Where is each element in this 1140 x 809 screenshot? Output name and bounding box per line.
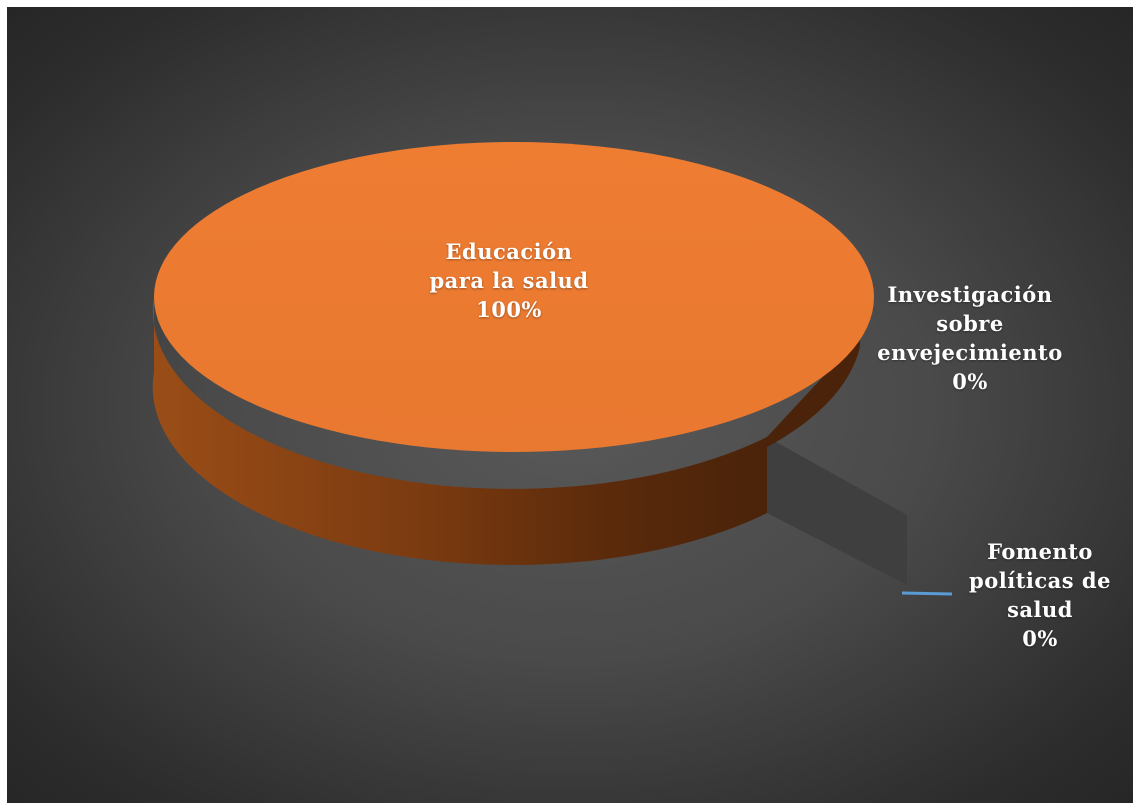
label-line: sobre (936, 311, 1004, 336)
chart-area: Educación para la salud 100% Investigaci… (7, 7, 1133, 803)
label-pct: 0% (952, 369, 988, 394)
slice-wall (767, 437, 907, 585)
label-pct: 100% (476, 297, 542, 322)
label-line: Educación (445, 239, 573, 264)
label-line: salud (1007, 597, 1073, 622)
data-label-fomento: Fomento políticas de salud 0% (955, 537, 1125, 653)
pie-side (152, 297, 767, 565)
label-line: para la salud (429, 268, 589, 293)
slice-fomento-line (901, 591, 953, 596)
label-line: envejecimiento (877, 340, 1063, 365)
data-label-educacion: Educación para la salud 100% (399, 237, 619, 324)
label-line: Investigación (887, 282, 1053, 307)
label-line: Fomento (987, 539, 1093, 564)
data-label-investigacion: Investigación sobre envejecimiento 0% (855, 280, 1085, 396)
label-pct: 0% (1022, 626, 1058, 651)
label-line: políticas de (969, 568, 1111, 593)
slice-educacion (154, 142, 874, 452)
pie-chart (152, 142, 953, 596)
